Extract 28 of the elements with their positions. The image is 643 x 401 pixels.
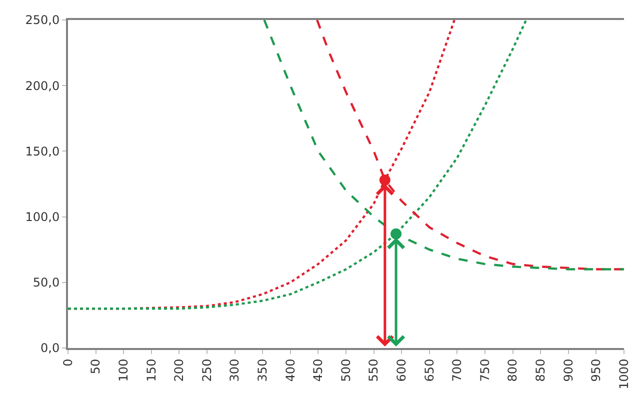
x-tick-label: 550 [366,358,381,382]
x-tick-label: 700 [450,358,464,382]
x-tick-label: 650 [422,358,436,382]
y-tick-label: 250,0 [25,13,60,28]
x-tick-label: 850 [534,358,548,382]
x-tick-label: 800 [506,358,520,382]
y-tick-label: 0,0 [40,341,60,356]
x-tick-label: 200 [172,358,186,382]
x-tick-label: 1000 [616,358,631,390]
x-tick-label: 400 [283,358,298,382]
x-tick-label: 0 [60,358,75,366]
x-tick-label: 450 [311,358,326,382]
line-series [68,20,528,310]
x-tick-label: 100 [116,358,130,382]
y-tick-label: 200,0 [25,78,60,93]
x-tick-label: 150 [144,358,158,382]
x-tick-label: 250 [200,358,214,382]
y-tick-label: 100,0 [25,210,60,224]
x-tick-label: 300 [228,358,242,382]
x-tick-label: 600 [394,358,408,382]
x-tick-label: 500 [338,358,353,382]
y-tick-label: 150,0 [25,144,60,158]
x-tick-label: 900 [561,358,576,382]
x-tick-label: 350 [256,358,270,382]
x-tick-label: 750 [478,358,492,382]
y-tick-label: 50,0 [32,276,60,290]
x-tick-label: 950 [589,358,604,382]
x-tick-label: 50 [88,358,103,374]
